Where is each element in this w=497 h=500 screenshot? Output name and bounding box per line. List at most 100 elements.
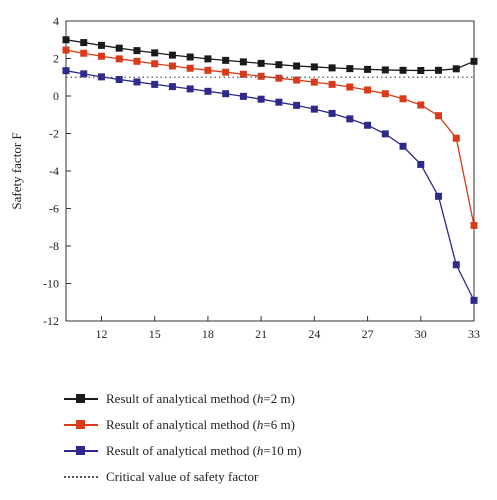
series-0-point (417, 67, 425, 74)
series-1-point (222, 68, 230, 76)
x-tick-label: 21 (255, 327, 267, 340)
series-1-point (80, 49, 88, 57)
series-0-point (80, 39, 88, 47)
series-0-point (62, 36, 70, 44)
series-2-point (257, 95, 265, 103)
series-2-point (239, 92, 247, 100)
series-0-point (151, 49, 159, 57)
legend-item-h2: Result of analytical method (h=2 m) (64, 386, 484, 412)
y-tick-label: -4 (49, 164, 59, 178)
legend-label-h10: Result of analytical method (h=10 m) (106, 443, 302, 458)
series-2-point (275, 98, 283, 106)
legend-item-h6: Result of analytical method (h=6 m) (64, 412, 484, 438)
plot-area-frame (65, 20, 475, 322)
series-0-point (133, 47, 141, 55)
legend-label-h2: Result of analytical method (h=2 m) (106, 391, 295, 406)
series-1-point (239, 70, 247, 78)
series-0-point (257, 59, 265, 67)
legend-swatch-h2 (64, 393, 98, 405)
x-tick-label: 33 (468, 327, 480, 340)
series-2-point (346, 115, 354, 123)
series-1-point (115, 55, 123, 63)
series-0-point (239, 58, 247, 66)
series-2-point (417, 160, 425, 168)
series-1-point (399, 95, 407, 103)
y-tick-label: 2 (53, 52, 59, 66)
series-line-0 (65, 39, 475, 72)
series-2-point (452, 261, 460, 269)
series-0-point (275, 61, 283, 69)
series-2-point (399, 142, 407, 150)
series-0-point (222, 56, 230, 64)
legend-label-h6: Result of analytical method (h=6 m) (106, 417, 295, 432)
series-2-point (80, 70, 88, 78)
series-0-point (115, 44, 123, 52)
series-0-point (435, 66, 443, 74)
y-axis-label: Safety factor F (9, 132, 24, 209)
series-line-2 (65, 70, 475, 301)
legend-label-critical: Critical value of safety factor (106, 469, 259, 484)
series-2-point (364, 121, 372, 129)
series-0-point (328, 64, 336, 72)
series-2-point (435, 192, 443, 200)
series-2-point (293, 101, 301, 109)
series-1-point (257, 72, 265, 80)
series-0-point (470, 57, 478, 65)
series-0-point (381, 66, 389, 74)
y-tick-label: -2 (49, 127, 59, 141)
series-1-point (133, 57, 141, 65)
series-1-point (168, 62, 176, 70)
series-2-point (204, 87, 212, 95)
x-tick-label: 27 (362, 327, 374, 340)
series-1-point (293, 76, 301, 84)
series-2-point (151, 80, 159, 88)
series-0-point (364, 65, 372, 73)
series-1-point (417, 101, 425, 109)
legend-swatch-h6 (64, 419, 98, 431)
x-tick-label: 15 (149, 327, 161, 340)
series-2-point (310, 105, 318, 113)
series-1-point (435, 112, 443, 120)
series-2-point (222, 90, 230, 98)
series-1-point (328, 80, 336, 88)
series-2-point (470, 296, 478, 304)
series-1-point (275, 74, 283, 82)
series-1-point (62, 46, 70, 54)
legend-swatch-critical (64, 471, 98, 483)
series-1-point (186, 64, 194, 72)
y-tick-label: -8 (49, 239, 59, 253)
series-2-point (328, 109, 336, 117)
series-0-point (204, 55, 212, 63)
x-tick-label: 24 (308, 327, 320, 340)
y-tick-label: -6 (49, 202, 59, 216)
legend: Result of analytical method (h=2 m) Resu… (64, 386, 484, 490)
x-tick-label: 30 (415, 327, 427, 340)
y-tick-label: 0 (53, 89, 59, 103)
series-1-point (346, 83, 354, 91)
legend-swatch-h10 (64, 445, 98, 457)
series-0-point (346, 65, 354, 73)
y-tick-label: -10 (43, 277, 59, 291)
series-1-point (310, 78, 318, 86)
series-2-point (381, 130, 389, 138)
series-1-point (381, 90, 389, 98)
series-2-point (186, 85, 194, 93)
series-line-1 (65, 49, 475, 226)
series-0-point (310, 63, 318, 71)
series-0-point (452, 65, 460, 73)
series-2-point (168, 83, 176, 91)
series-0-point (293, 62, 301, 70)
x-tick-label: 18 (202, 327, 214, 340)
series-1-point (151, 60, 159, 68)
series-1-point (204, 66, 212, 74)
series-0-point (186, 53, 194, 61)
series-2-point (62, 67, 70, 75)
series-0-point (97, 41, 105, 49)
series-0-point (168, 51, 176, 59)
series-1-point (364, 86, 372, 94)
series-2-point (115, 76, 123, 83)
series-1-point (97, 52, 105, 60)
series-1-point (470, 221, 478, 229)
chart-svg: 420-2-4-6-8-10-121215182124273033Angle a… (9, 14, 480, 371)
